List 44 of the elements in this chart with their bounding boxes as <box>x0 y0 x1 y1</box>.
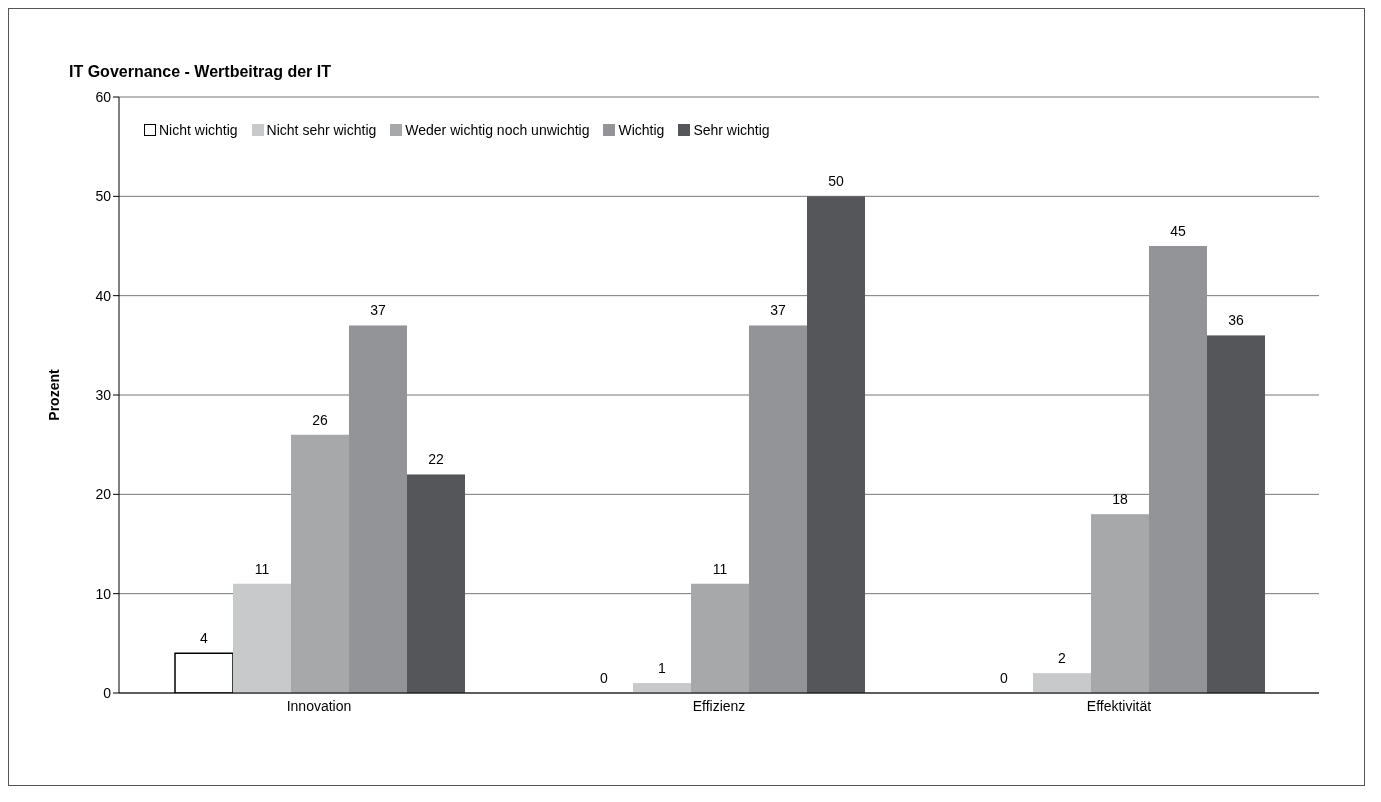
y-tick-label: 20 <box>95 486 112 503</box>
data-label: 0 <box>600 670 609 686</box>
x-tick-label: Effizienz <box>692 697 746 714</box>
bar <box>1207 335 1265 693</box>
data-label: 0 <box>1000 670 1009 686</box>
bar <box>691 583 749 693</box>
bar <box>1149 246 1207 693</box>
data-label: 50 <box>828 173 844 190</box>
bar <box>1033 673 1091 693</box>
data-label: 37 <box>770 302 786 319</box>
y-tick-label: 60 <box>95 88 112 105</box>
legend-label: Sehr wichtig <box>693 122 770 138</box>
data-label: 4 <box>200 630 209 647</box>
y-tick-label: 0 <box>103 684 112 701</box>
y-tick-label: 10 <box>95 585 112 602</box>
data-label: 11 <box>254 560 270 577</box>
data-label: 22 <box>428 451 444 468</box>
bar <box>349 325 407 693</box>
y-tick-label: 30 <box>95 386 112 403</box>
y-tick-label: 40 <box>95 287 112 304</box>
y-axis-title: Prozent <box>45 369 62 421</box>
data-label: 1 <box>658 660 667 677</box>
legend-label: Nicht wichtig <box>159 122 238 138</box>
bar <box>807 196 865 693</box>
data-label: 11 <box>712 560 728 577</box>
data-label: 37 <box>370 302 386 319</box>
legend-label: Wichtig <box>618 122 665 138</box>
bar <box>407 474 465 693</box>
data-label: 26 <box>312 411 328 428</box>
legend-label: Weder wichtig noch unwichtig <box>405 122 590 138</box>
y-tick-label: 50 <box>95 188 112 205</box>
data-label: 2 <box>1058 650 1067 667</box>
bar <box>233 583 291 693</box>
legend-label: Nicht sehr wichtig <box>266 122 377 138</box>
data-label: 45 <box>1170 223 1186 239</box>
bar <box>749 325 807 693</box>
bar <box>1091 514 1149 693</box>
bar <box>633 683 691 693</box>
data-label: 18 <box>1112 491 1128 508</box>
bar <box>291 434 349 693</box>
data-label: 36 <box>1228 312 1244 329</box>
x-tick-label: Effektivität <box>1086 697 1152 714</box>
chart-title: IT Governance - Wertbeitrag der IT <box>69 63 331 81</box>
x-tick-label: Innovation <box>286 697 352 714</box>
